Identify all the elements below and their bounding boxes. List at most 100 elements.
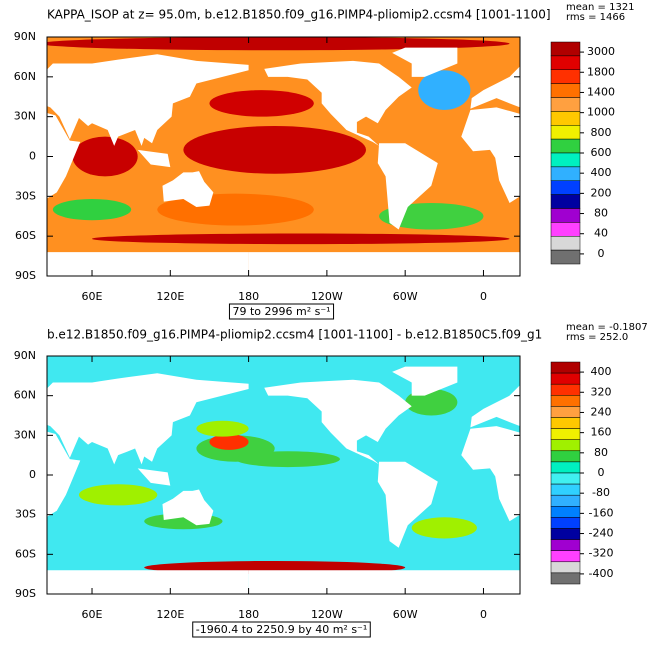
land bbox=[248, 570, 520, 594]
colorbar-label: -80 bbox=[592, 486, 610, 499]
colorbar-label: 1400 bbox=[587, 85, 615, 98]
panel-title: KAPPA_ISOP at z= 95.0m, b.e12.B1850.f09_… bbox=[47, 8, 551, 22]
ocean-feature bbox=[92, 233, 510, 245]
colorbar-bin bbox=[550, 97, 581, 112]
colorbar-label: 0 bbox=[598, 247, 605, 260]
colorbar-bin bbox=[550, 450, 581, 463]
y-tick-label: 30N bbox=[14, 428, 36, 441]
y-tick-label: 30S bbox=[15, 189, 36, 202]
ocean-feature bbox=[52, 198, 132, 221]
land bbox=[47, 112, 81, 199]
colorbar-bin bbox=[550, 561, 581, 574]
rms-stat: rms = 1466 bbox=[566, 12, 625, 23]
x-tick-label: 120W bbox=[311, 608, 343, 621]
colorbar-label: 160 bbox=[591, 426, 612, 439]
colorbar-bin bbox=[550, 236, 581, 251]
range-label: 79 to 2996 m² s⁻¹ bbox=[232, 305, 330, 318]
ocean-feature bbox=[209, 434, 249, 450]
land bbox=[607, 150, 640, 167]
ocean-feature bbox=[411, 517, 477, 539]
land bbox=[47, 570, 249, 594]
y-tick-label: 60N bbox=[14, 389, 36, 402]
colorbar-label: 40 bbox=[594, 227, 608, 240]
colorbar-label: 1800 bbox=[587, 65, 615, 78]
colorbar-bin bbox=[550, 461, 581, 474]
land bbox=[392, 47, 458, 77]
mean-stat: mean = 1321 bbox=[566, 2, 635, 13]
colorbar-label: -160 bbox=[589, 506, 614, 519]
ocean-feature bbox=[209, 90, 314, 117]
colorbar-label: 1000 bbox=[587, 106, 615, 119]
land bbox=[137, 149, 171, 168]
y-tick-label: 90N bbox=[14, 30, 36, 43]
colorbar-bin bbox=[550, 506, 581, 518]
land bbox=[392, 366, 458, 396]
colorbar-bin bbox=[550, 83, 581, 98]
land bbox=[264, 60, 412, 146]
x-tick-label: 60E bbox=[82, 290, 103, 303]
y-tick-label: 60S bbox=[15, 229, 36, 242]
land bbox=[377, 461, 438, 548]
colorbar-bin bbox=[550, 494, 581, 507]
colorbar-bin bbox=[550, 152, 581, 168]
colorbar-bin bbox=[550, 550, 581, 563]
y-tick-label: 90S bbox=[15, 587, 36, 600]
colorbar-bin bbox=[550, 428, 581, 440]
colorbar-bin bbox=[550, 539, 581, 551]
y-tick-label: 60S bbox=[15, 547, 36, 560]
colorbar-bin bbox=[550, 41, 581, 57]
rms-stat: rms = 252.0 bbox=[566, 332, 628, 343]
land bbox=[632, 490, 647, 526]
range-label: -1960.4 to 2250.9 by 40 m² s⁻¹ bbox=[196, 623, 368, 636]
colorbar-bin bbox=[550, 517, 581, 529]
y-tick-label: 30N bbox=[14, 110, 36, 123]
ocean-feature bbox=[418, 70, 471, 111]
x-tick-label: 60E bbox=[82, 608, 103, 621]
range-box bbox=[192, 621, 371, 638]
colorbar-bin bbox=[550, 483, 581, 496]
colorbar-bin bbox=[550, 372, 581, 385]
colorbar-bin bbox=[550, 111, 581, 126]
land bbox=[607, 468, 640, 485]
y-tick-label: 30S bbox=[15, 508, 36, 521]
map bbox=[47, 356, 647, 594]
colorbar-bin bbox=[550, 69, 581, 84]
land bbox=[264, 379, 412, 465]
range-box bbox=[228, 303, 335, 320]
colorbar-bin bbox=[550, 417, 581, 429]
colorbar-label: 0 bbox=[598, 466, 605, 479]
colorbar-label: 3000 bbox=[587, 45, 615, 58]
ocean-feature bbox=[47, 37, 510, 51]
colorbar-label: 80 bbox=[594, 446, 608, 459]
land bbox=[47, 54, 249, 146]
colorbar-bin bbox=[550, 180, 581, 195]
land bbox=[461, 426, 520, 522]
land bbox=[248, 252, 520, 276]
colorbar-bin bbox=[550, 572, 581, 585]
colorbar-label: 320 bbox=[591, 385, 612, 398]
x-tick-label: 0 bbox=[480, 290, 487, 303]
colorbar-label: -320 bbox=[589, 547, 614, 560]
colorbar-label: 600 bbox=[591, 146, 612, 159]
land bbox=[377, 143, 438, 230]
y-tick-label: 60N bbox=[14, 70, 36, 83]
y-tick-label: 90N bbox=[14, 349, 36, 362]
y-tick-label: 0 bbox=[29, 468, 36, 481]
colorbar-bin bbox=[550, 208, 581, 223]
colorbar-bin bbox=[550, 194, 581, 209]
colorbar-bin bbox=[550, 395, 581, 407]
land bbox=[632, 171, 647, 207]
colorbar-label: 240 bbox=[591, 405, 612, 418]
map bbox=[47, 37, 647, 276]
land bbox=[137, 468, 171, 486]
ocean-feature bbox=[72, 136, 138, 177]
x-tick-label: 180 bbox=[238, 290, 259, 303]
ocean-feature bbox=[78, 484, 158, 506]
x-tick-label: 120E bbox=[156, 608, 184, 621]
colorbar-label: -400 bbox=[589, 567, 614, 580]
x-tick-label: 120E bbox=[156, 290, 184, 303]
y-tick-label: 0 bbox=[29, 150, 36, 163]
land bbox=[461, 107, 520, 203]
land bbox=[470, 385, 520, 428]
